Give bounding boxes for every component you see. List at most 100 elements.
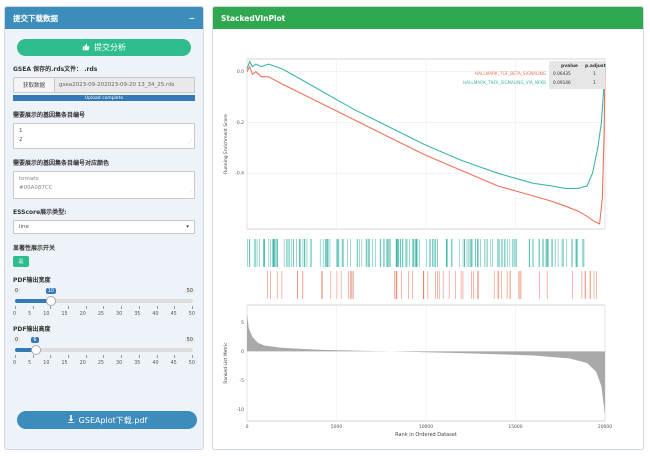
- slider-tick-label: 45: [170, 312, 177, 317]
- slider-value-label: 10: [45, 288, 56, 294]
- slider-tick: [15, 306, 16, 309]
- slider-tick: [138, 306, 140, 309]
- slider-tick-label: 50: [188, 312, 195, 317]
- pdf-width-slider[interactable]: 0 10 50 0 5 10 15 20 25 30 35 40 45 50: [13, 288, 195, 322]
- slider-tick-label: 40: [152, 312, 159, 317]
- x-tick-label: 15000: [508, 424, 522, 430]
- caret-down-icon: ▾: [186, 224, 189, 230]
- slider-tick: [68, 306, 70, 309]
- y-axis-label: Running Enrichment Score: [223, 114, 229, 174]
- x-tick-label: 5000: [331, 424, 343, 430]
- table-cell: 0.06435: [553, 71, 571, 77]
- resize-grip-icon[interactable]: ⋰: [188, 189, 193, 195]
- slider-tick-labels: 0 5 10 15 20 25 30 35 40 45 50: [13, 361, 195, 366]
- significance-label: 显著性展示开关: [13, 245, 56, 252]
- es-type-value: line: [19, 224, 29, 230]
- geneset-line: 2: [19, 137, 23, 143]
- slider-tick-label: 20: [79, 361, 86, 366]
- color-line: #00A087CC: [19, 185, 53, 191]
- thumbs-up-icon: [82, 43, 90, 53]
- slider-min-label: 0: [13, 288, 21, 294]
- resize-grip-icon[interactable]: ⋰: [188, 139, 193, 145]
- slider-tick-label: 15: [61, 312, 68, 317]
- pdf-width-label: PDF输出宽度: [13, 277, 51, 284]
- table-cell: 1: [593, 80, 596, 86]
- legend-series-name: HALLMARK_TNFA_SIGNALING_VIA_NFKB: [463, 80, 546, 85]
- legend-table-bg: [549, 61, 605, 89]
- submit-analysis-label: 提交分析: [94, 43, 126, 52]
- color-textarea[interactable]: tomato #00A087CC ⋰: [13, 171, 195, 199]
- slider-tick-label: 25: [97, 312, 104, 317]
- plot-panel: StackedVlnPlot 0.0 -0.2 -0.4 pvalue p.adjust…: [212, 6, 644, 450]
- color-label: 需要展示的基因集条目编号对应颜色: [13, 160, 110, 167]
- slider-tick: [174, 355, 176, 358]
- slider-tick: [191, 355, 193, 358]
- slider-tick-label: 35: [134, 312, 141, 317]
- pdf-height-slider[interactable]: 0 6 50 0 5 10 15 20 25 30 35 40 45 50: [13, 337, 195, 371]
- slider-ticks: [15, 306, 193, 310]
- plot-panel-title: StackedVlnPlot: [221, 13, 286, 23]
- slider-tick: [121, 355, 123, 358]
- slider-handle[interactable]: [45, 296, 56, 306]
- x-tick-label: 20000: [598, 424, 612, 430]
- slider-tick: [103, 355, 105, 358]
- y-tick-label: -10: [237, 407, 244, 413]
- es-type-select[interactable]: line ▾: [13, 220, 195, 234]
- x-tick-label: 0: [246, 424, 249, 430]
- input-panel-title: 提交下载数据: [13, 13, 58, 23]
- slider-tick-label: 30: [116, 361, 123, 366]
- legend-series-name: HALLMARK_TGF_BETA_SIGNALING: [475, 71, 546, 76]
- pdf-height-label: PDF输出高度: [13, 326, 51, 333]
- slider-tick-label: 20: [79, 312, 86, 317]
- slider-track[interactable]: [15, 299, 193, 303]
- slider-tick-label: 0: [13, 312, 17, 317]
- slider-tick-label: 50: [188, 361, 195, 366]
- slider-value-label: 6: [31, 337, 39, 343]
- y-tick-label: 0: [241, 349, 244, 355]
- slider-tick-label: 0: [13, 361, 17, 366]
- file-label: GSEA 保存的.rds文件： .rds: [13, 66, 98, 73]
- gsea-plot: 0.0 -0.2 -0.4 pvalue p.adjust HALLMARK_TGF_BE…: [223, 58, 612, 438]
- slider-tick-label: 25: [97, 361, 104, 366]
- slider-tick: [15, 355, 16, 358]
- slider-tick: [156, 306, 158, 309]
- slider-min-label: 0: [13, 337, 21, 343]
- file-name-field[interactable]: gsea2023-09-202023-09-20 13_34_25.rds: [55, 77, 195, 93]
- slider-track[interactable]: [15, 348, 193, 352]
- file-input[interactable]: 获取数据 gsea2023-09-202023-09-20 13_34_25.r…: [13, 77, 195, 93]
- slider-fill: [15, 348, 37, 352]
- slider-tick: [156, 355, 158, 358]
- geneset-textarea[interactable]: 1 2 ⋰: [13, 123, 195, 149]
- slider-tick-labels: 0 5 10 15 20 25 30 35 40 45 50: [13, 312, 195, 317]
- download-icon: [67, 415, 75, 425]
- submit-analysis-button[interactable]: 提交分析: [17, 39, 191, 56]
- slider-tick-label: 15: [61, 361, 68, 366]
- table-header: p.adjust: [585, 63, 607, 69]
- y-tick-label: -0.4: [235, 171, 244, 177]
- slider-tick-label: 35: [134, 361, 141, 366]
- slider-handle[interactable]: [31, 345, 42, 355]
- geneset-line: 1: [19, 128, 23, 134]
- table-cell: 0.09146: [553, 80, 571, 86]
- es-type-label: ESScore展示类型:: [13, 209, 67, 216]
- slider-tick-label: 10: [43, 361, 50, 366]
- slider-tick: [174, 306, 176, 309]
- slider-tick: [85, 355, 87, 358]
- slider-tick: [191, 306, 193, 309]
- slider-tick: [121, 306, 123, 309]
- collapse-button[interactable]: −: [188, 13, 195, 23]
- es-line: [246, 65, 606, 225]
- slider-tick: [50, 355, 52, 358]
- slider-fill: [15, 299, 51, 303]
- plot-panel-header: StackedVlnPlot: [213, 7, 643, 29]
- significance-toggle[interactable]: 是: [13, 256, 29, 267]
- browse-button[interactable]: 获取数据: [13, 77, 55, 93]
- table-cell: 1: [593, 71, 596, 77]
- y-tick-label: -5: [240, 378, 245, 384]
- color-line: tomato: [19, 176, 39, 182]
- table-header: pvalue: [561, 63, 578, 69]
- slider-tick-label: 5: [28, 312, 32, 317]
- download-pdf-button[interactable]: GSEAplot下载.pdf: [17, 411, 197, 429]
- x-axis-label: Rank in Ordered Dataset: [395, 432, 457, 438]
